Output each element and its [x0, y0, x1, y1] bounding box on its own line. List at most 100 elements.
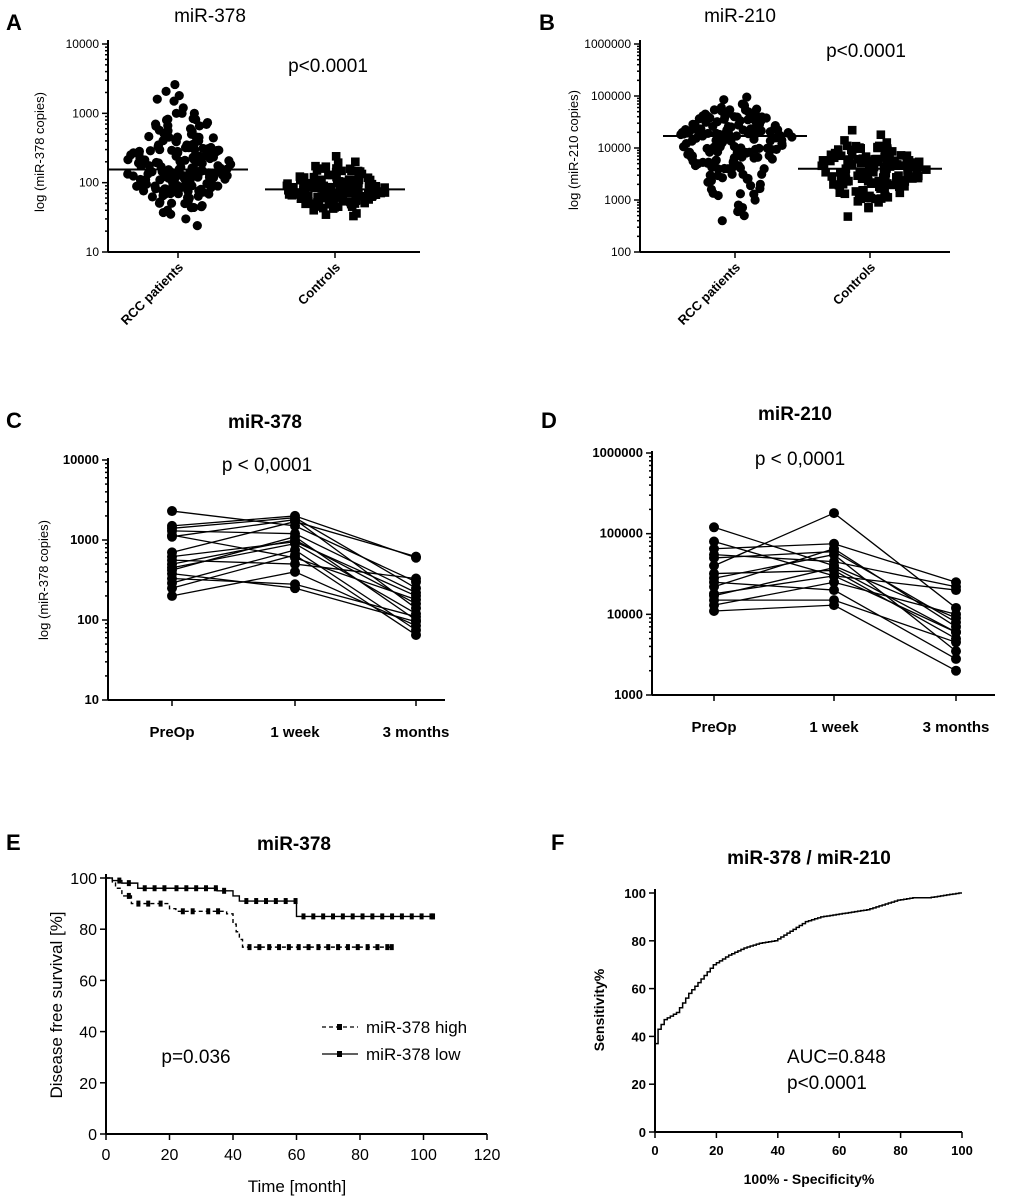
- data-point: [767, 154, 777, 164]
- censor-mark: [213, 885, 218, 892]
- data-point: [201, 119, 212, 129]
- panel-f-auc: AUC=0.848: [787, 1047, 886, 1068]
- data-point: [309, 172, 319, 182]
- censor-mark: [273, 898, 278, 905]
- data-point: [194, 132, 204, 142]
- data-point: [733, 120, 744, 130]
- data-point: [722, 126, 732, 136]
- data-point: [869, 162, 879, 172]
- y-tick-label: 10: [86, 245, 100, 259]
- data-point: [170, 79, 180, 90]
- data-point: [196, 202, 207, 212]
- data-point: [317, 175, 326, 185]
- data-point: [411, 620, 421, 631]
- data-point: [150, 181, 160, 191]
- data-point: [853, 197, 863, 206]
- x-tick-label: 120: [474, 1147, 501, 1164]
- panel-f-title: miR-378 / miR-210: [727, 848, 891, 869]
- data-point: [290, 579, 300, 590]
- data-point: [134, 146, 145, 156]
- data-point: [147, 192, 158, 202]
- data-point: [144, 131, 154, 142]
- censor-mark: [375, 944, 380, 951]
- data-point: [894, 182, 904, 192]
- data-point: [872, 154, 882, 164]
- data-point: [874, 176, 884, 186]
- y-tick-label: 0: [639, 1125, 646, 1140]
- censor-mark: [296, 944, 301, 951]
- data-point: [189, 202, 199, 213]
- data-point: [750, 144, 761, 154]
- censor-mark: [431, 913, 436, 920]
- data-point: [290, 549, 300, 560]
- censor-mark: [264, 898, 269, 905]
- x-tick-label: 3 months: [923, 719, 990, 736]
- censor-mark: [216, 908, 221, 915]
- data-point: [411, 611, 421, 622]
- censor-mark: [257, 944, 262, 951]
- censor-mark: [311, 913, 316, 920]
- data-point: [192, 221, 202, 231]
- y-tick-label: 10000: [66, 37, 100, 51]
- y-tick-label: 20: [632, 1077, 646, 1092]
- data-point: [866, 179, 876, 188]
- panel-a-marks: [108, 79, 405, 231]
- data-point: [818, 156, 828, 165]
- data-point: [687, 151, 698, 161]
- data-point: [166, 198, 177, 208]
- data-point: [380, 183, 389, 192]
- data-point: [351, 157, 360, 167]
- data-point: [678, 142, 689, 152]
- data-point: [196, 184, 206, 194]
- x-tick-label: 0: [102, 1147, 111, 1164]
- y-tick-label: 100000: [591, 89, 631, 103]
- data-point: [367, 179, 377, 189]
- data-point: [773, 125, 783, 135]
- data-point: [765, 127, 775, 137]
- data-point: [763, 144, 773, 154]
- panel-d: D miR-210 p < 0,0001 1000100001000001000…: [541, 404, 995, 736]
- data-point: [840, 189, 850, 199]
- data-point: [220, 174, 230, 184]
- legend-marker-low: [337, 1051, 342, 1057]
- censor-mark: [409, 913, 414, 920]
- data-point: [208, 133, 218, 143]
- y-tick-label: 0: [88, 1127, 97, 1144]
- data-point: [857, 174, 867, 184]
- panel-a: A miR-378 p<0.0001 log (miR-378 copies) …: [6, 6, 420, 328]
- data-point: [843, 212, 853, 221]
- data-point: [290, 516, 300, 527]
- data-point: [717, 216, 727, 226]
- data-point: [712, 137, 723, 147]
- data-point: [854, 191, 864, 200]
- data-point: [296, 194, 306, 203]
- data-point: [873, 142, 882, 152]
- data-point: [328, 204, 338, 213]
- y-tick-label: 10000: [63, 452, 99, 467]
- y-tick-label: 100000: [600, 526, 643, 541]
- data-point: [123, 155, 133, 165]
- data-point: [321, 210, 331, 219]
- data-point: [902, 151, 912, 160]
- censor-mark: [326, 944, 331, 951]
- data-point: [951, 585, 961, 596]
- data-point: [951, 653, 961, 664]
- data-point: [411, 590, 421, 601]
- data-point: [180, 155, 190, 165]
- censor-mark: [336, 944, 341, 951]
- data-point: [167, 590, 177, 601]
- x-tick-label: 80: [893, 1143, 907, 1158]
- data-point: [829, 543, 839, 554]
- x-tick-label: 3 months: [383, 724, 450, 741]
- data-point: [319, 193, 329, 203]
- x-tick-label: 20: [709, 1143, 723, 1158]
- data-point: [365, 192, 375, 201]
- data-point: [829, 585, 839, 596]
- data-point: [951, 609, 961, 620]
- censor-mark: [158, 900, 163, 907]
- data-point: [365, 186, 375, 196]
- panel-c-letter: C: [6, 408, 22, 433]
- data-point: [882, 138, 892, 147]
- data-point: [743, 115, 753, 125]
